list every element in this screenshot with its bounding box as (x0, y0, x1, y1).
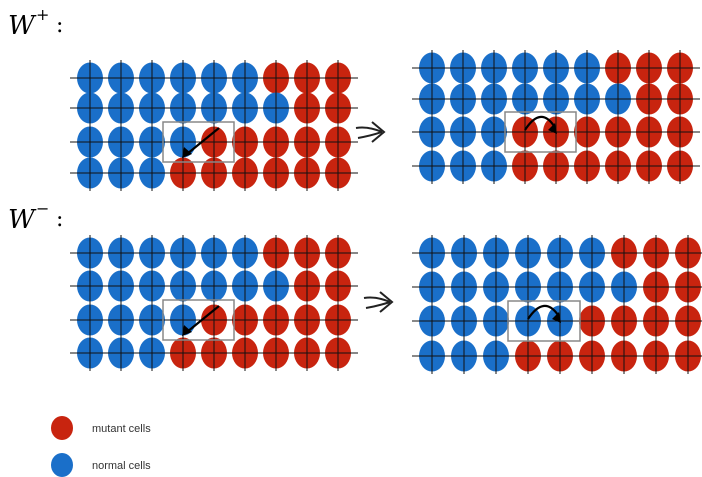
legend-label: mutant cells (92, 423, 151, 435)
sign: − (36, 199, 49, 218)
move-arrow (527, 304, 559, 320)
selection-box (162, 121, 235, 163)
panel-label: W − : (8, 199, 63, 235)
arrow-head (548, 123, 557, 134)
selection-box (507, 300, 581, 342)
symbol: W (8, 205, 37, 235)
legend-label: normal cells (92, 460, 151, 472)
selection-box (162, 299, 235, 341)
transition-arrow (355, 121, 386, 143)
legend-swatch (51, 453, 73, 477)
move-arrow (186, 127, 220, 155)
move-arrow (524, 115, 555, 131)
move-arrow (186, 305, 220, 333)
panel-label: W + : (8, 5, 63, 41)
selection-box (504, 111, 577, 153)
symbol: W (8, 11, 37, 41)
arrow-head (182, 147, 192, 158)
arrow-head (182, 325, 192, 336)
transition-arrow (363, 291, 394, 313)
legend-swatch (51, 416, 73, 440)
colon: : (56, 13, 63, 38)
arrow-head (552, 312, 561, 323)
sign: + (36, 5, 49, 24)
colon: : (56, 207, 63, 232)
